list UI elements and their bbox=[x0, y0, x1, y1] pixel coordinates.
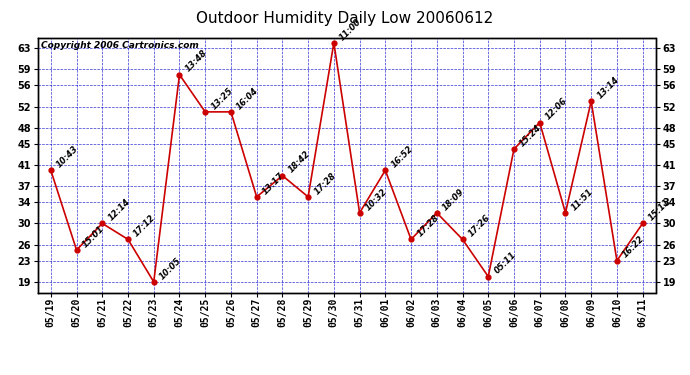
Text: 12:06: 12:06 bbox=[544, 96, 569, 122]
Text: 18:42: 18:42 bbox=[286, 150, 312, 175]
Text: 11:51: 11:51 bbox=[570, 187, 595, 212]
Point bbox=[226, 109, 237, 115]
Point bbox=[534, 120, 545, 126]
Text: 15:01: 15:01 bbox=[81, 224, 106, 249]
Text: 17:26: 17:26 bbox=[466, 213, 492, 238]
Point bbox=[406, 236, 417, 242]
Point bbox=[586, 98, 597, 104]
Text: 17:28: 17:28 bbox=[313, 171, 337, 196]
Point bbox=[148, 279, 159, 285]
Point bbox=[611, 258, 622, 264]
Text: 16:22: 16:22 bbox=[621, 234, 647, 260]
Text: 13:25: 13:25 bbox=[209, 86, 235, 111]
Point bbox=[303, 194, 314, 200]
Text: 15:11: 15:11 bbox=[647, 197, 672, 223]
Text: 17:12: 17:12 bbox=[132, 213, 157, 238]
Text: 10:05: 10:05 bbox=[158, 256, 184, 281]
Point bbox=[560, 210, 571, 216]
Text: 18:09: 18:09 bbox=[441, 187, 466, 212]
Point bbox=[251, 194, 262, 200]
Point bbox=[277, 172, 288, 178]
Text: Outdoor Humidity Daily Low 20060612: Outdoor Humidity Daily Low 20060612 bbox=[197, 11, 493, 26]
Text: 17:28: 17:28 bbox=[415, 213, 441, 238]
Text: 10:32: 10:32 bbox=[364, 187, 389, 212]
Text: 11:00: 11:00 bbox=[338, 16, 364, 42]
Point bbox=[199, 109, 210, 115]
Text: 13:48: 13:48 bbox=[184, 48, 209, 74]
Point bbox=[174, 72, 185, 78]
Text: 13:17: 13:17 bbox=[261, 171, 286, 196]
Text: 10:43: 10:43 bbox=[55, 144, 80, 170]
Text: Copyright 2006 Cartronics.com: Copyright 2006 Cartronics.com bbox=[41, 41, 199, 50]
Point bbox=[328, 40, 339, 46]
Point bbox=[457, 236, 468, 242]
Text: 16:04: 16:04 bbox=[235, 86, 260, 111]
Point bbox=[509, 146, 520, 152]
Point bbox=[380, 167, 391, 173]
Point bbox=[97, 220, 108, 226]
Point bbox=[637, 220, 648, 226]
Point bbox=[71, 247, 82, 253]
Text: 05:11: 05:11 bbox=[493, 251, 518, 276]
Point bbox=[431, 210, 442, 216]
Point bbox=[46, 167, 57, 173]
Text: 12:14: 12:14 bbox=[106, 197, 132, 223]
Text: 16:52: 16:52 bbox=[389, 144, 415, 170]
Point bbox=[354, 210, 365, 216]
Point bbox=[123, 236, 134, 242]
Text: 13:14: 13:14 bbox=[595, 75, 621, 100]
Text: 15:24: 15:24 bbox=[518, 123, 544, 148]
Point bbox=[483, 274, 494, 280]
